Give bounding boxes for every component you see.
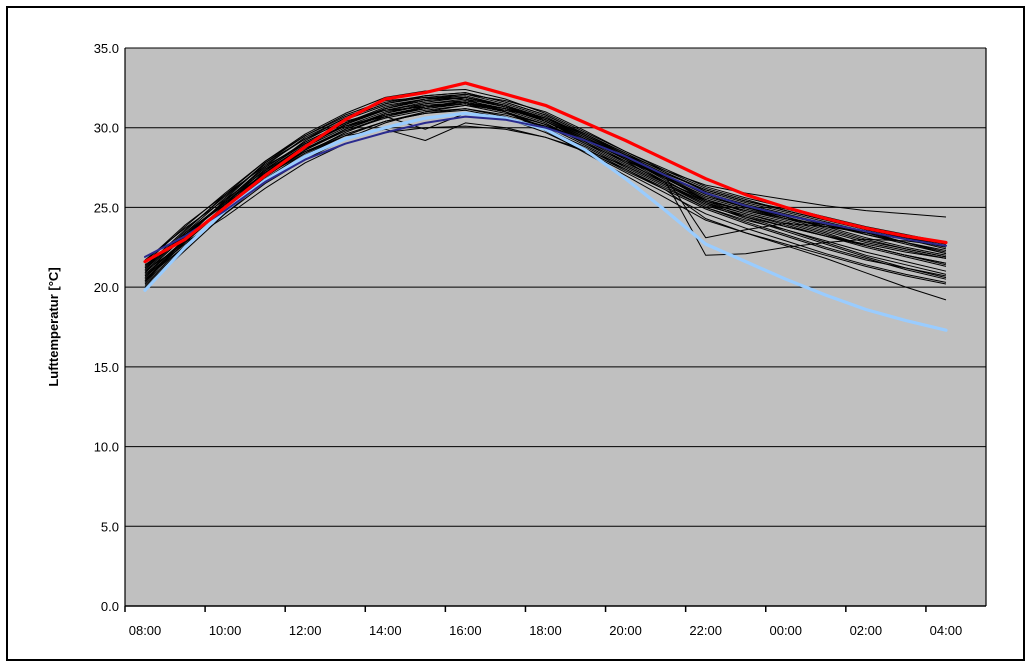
x-tick-label: 14:00 [369, 623, 402, 638]
x-tick-label: 18:00 [529, 623, 562, 638]
x-tick-label: 12:00 [289, 623, 322, 638]
navy-series-line [144, 115, 947, 258]
x-tick-label: 04:00 [930, 623, 963, 638]
y-tick-label: 10.0 [94, 440, 119, 455]
ensemble-line-29 [144, 112, 947, 269]
x-tick-label: 16:00 [449, 623, 482, 638]
y-tick-label: 20.0 [94, 280, 119, 295]
x-tick-label: 00:00 [769, 623, 802, 638]
y-tick-label: 0.0 [101, 599, 119, 614]
y-tick-label: 5.0 [101, 519, 119, 534]
lightblue-series-line [143, 111, 948, 332]
y-tick-label: 15.0 [94, 360, 119, 375]
ensemble-line-27 [144, 100, 947, 274]
chart-frame: 0.0 5.0 10.0 15.0 20.0 25.0 30.0 35.0 08:00 10:00… [6, 6, 1025, 661]
ensemble-line-23 [144, 92, 947, 282]
x-tick-label: 20:00 [609, 623, 642, 638]
series-layer [143, 81, 948, 332]
x-tick-label: 22:00 [689, 623, 722, 638]
red-series-line [143, 81, 948, 264]
x-tick-label: 02:00 [850, 623, 883, 638]
x-tick-label: 08:00 [129, 623, 162, 638]
y-axis-title: Lufttemperatur [°C] [46, 267, 61, 386]
y-tick-label: 25.0 [94, 200, 119, 215]
ensemble-line-25 [144, 96, 947, 277]
axes: 0.0 5.0 10.0 15.0 20.0 25.0 30.0 35.0 08:00 10:00… [94, 41, 987, 638]
line-chart: 0.0 5.0 10.0 15.0 20.0 25.0 30.0 35.0 08:00 10:00… [46, 41, 987, 638]
x-tick-label: 10:00 [209, 623, 242, 638]
y-tick-label: 30.0 [94, 121, 119, 136]
y-tick-label: 35.0 [94, 41, 119, 56]
